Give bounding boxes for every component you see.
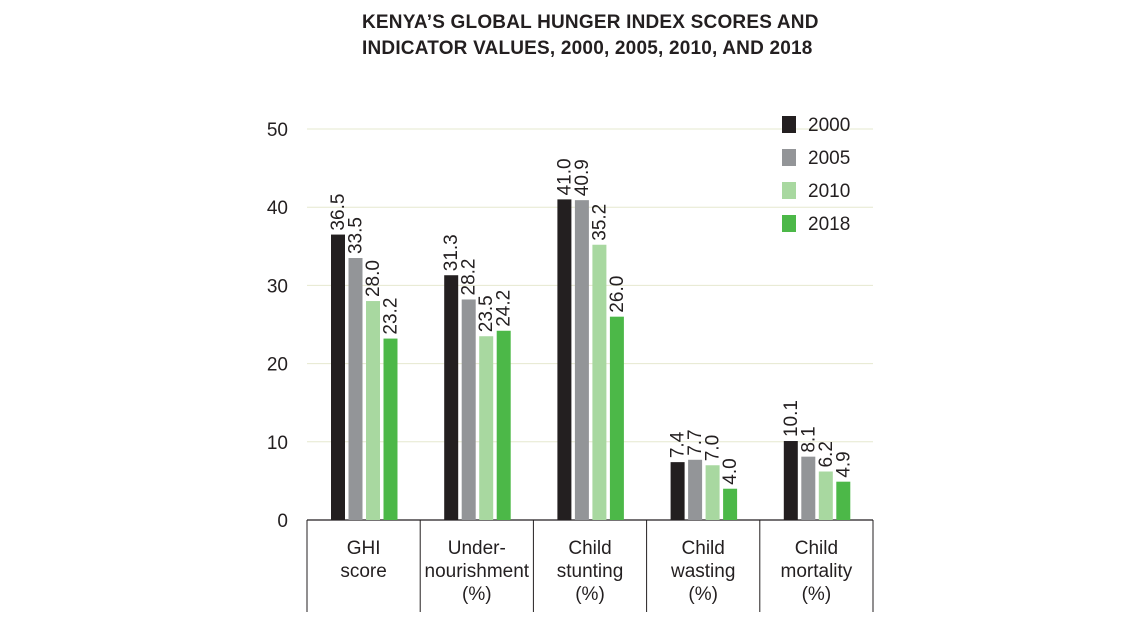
axes: 0 10 20 30 40 50	[267, 120, 874, 612]
legend-label: 2005	[808, 148, 850, 169]
category-label: Child	[795, 538, 838, 559]
y-tick-label: 10	[267, 433, 288, 454]
bar-2010	[592, 244, 607, 520]
category-label: (%)	[575, 584, 605, 605]
category-label: Child	[568, 538, 611, 559]
bar-2005	[348, 258, 363, 520]
bar-2018	[383, 338, 398, 520]
bar-2005	[688, 459, 703, 520]
legend-swatch-2005	[782, 149, 796, 166]
data-label: 41.0	[554, 158, 575, 195]
y-tick-label: 40	[267, 198, 288, 219]
bar-2000	[783, 441, 798, 520]
category-label: (%)	[462, 584, 492, 605]
category-label: nourishment	[425, 561, 530, 582]
data-label: 7.0	[703, 435, 724, 461]
bar-2018	[723, 488, 738, 520]
legend-swatch-2018	[782, 215, 796, 232]
bar-2000	[331, 234, 345, 520]
bar-2000	[670, 462, 685, 520]
bar-2000	[557, 199, 572, 520]
legend: 2000 2005 2010 2018	[782, 115, 850, 235]
legend-label: 2010	[808, 181, 850, 202]
data-label: 40.9	[572, 159, 593, 196]
y-tick-label: 0	[277, 511, 288, 532]
category-label: mortality	[781, 561, 853, 582]
bar-2005	[574, 200, 589, 521]
data-label: 8.1	[798, 426, 819, 452]
y-tick-label: 50	[267, 120, 288, 141]
bar-2018	[496, 330, 511, 520]
data-label: 23.5	[476, 295, 497, 332]
bar-2018	[609, 316, 624, 520]
category-label: wasting	[670, 561, 735, 582]
y-tick-label: 30	[267, 276, 288, 297]
data-label: 7.4	[668, 431, 689, 458]
chart-title: KENYA’S GLOBAL HUNGER INDEX SCORES AND I…	[362, 10, 819, 62]
data-label: 28.2	[459, 258, 480, 295]
chart-title-line-2: INDICATOR VALUES, 2000, 2005, 2010, AND …	[362, 38, 813, 59]
bar-2010	[818, 471, 833, 520]
category-label: score	[340, 561, 386, 582]
data-label: 4.9	[833, 451, 854, 477]
data-label: 33.5	[346, 217, 367, 254]
legend-label: 2018	[808, 214, 850, 235]
category-label: Child	[682, 538, 725, 559]
bar-2010	[479, 336, 494, 520]
bar-2010	[705, 465, 720, 520]
category-label: Under-	[448, 538, 506, 559]
data-label: 23.2	[381, 298, 402, 335]
gridlines	[307, 128, 873, 443]
legend-label: 2000	[808, 115, 850, 136]
data-label: 10.1	[781, 400, 802, 437]
chart-title-line-1: KENYA’S GLOBAL HUNGER INDEX SCORES AND	[362, 12, 819, 33]
data-label: 7.7	[685, 429, 706, 455]
data-label: 36.5	[328, 194, 349, 231]
category-label: (%)	[688, 584, 718, 605]
data-label: 24.2	[494, 290, 515, 327]
bar-2010	[366, 301, 380, 520]
data-label: 35.2	[589, 204, 610, 241]
data-label: 4.0	[720, 458, 741, 484]
bars	[331, 199, 851, 521]
bar-2018	[836, 481, 851, 520]
bar-2000	[444, 275, 459, 520]
legend-swatch-2010	[782, 182, 796, 199]
data-label: 6.2	[816, 441, 837, 467]
data-label: 31.3	[441, 234, 462, 271]
data-labels: 36.533.5 28.023.2 31.328.223.524.2 41.040.9…	[328, 158, 854, 484]
data-label: 28.0	[363, 260, 384, 297]
legend-swatch-2000	[782, 116, 796, 133]
data-label: 26.0	[607, 276, 628, 313]
category-labels: GHIscoreUnder-nourishment(%)Childstuntin…	[340, 538, 852, 605]
category-label: GHI	[347, 538, 381, 559]
bar-2005	[461, 299, 476, 520]
bar-2005	[801, 456, 816, 520]
category-label: stunting	[557, 561, 624, 582]
y-tick-label: 20	[267, 355, 288, 376]
category-label: (%)	[802, 584, 832, 605]
